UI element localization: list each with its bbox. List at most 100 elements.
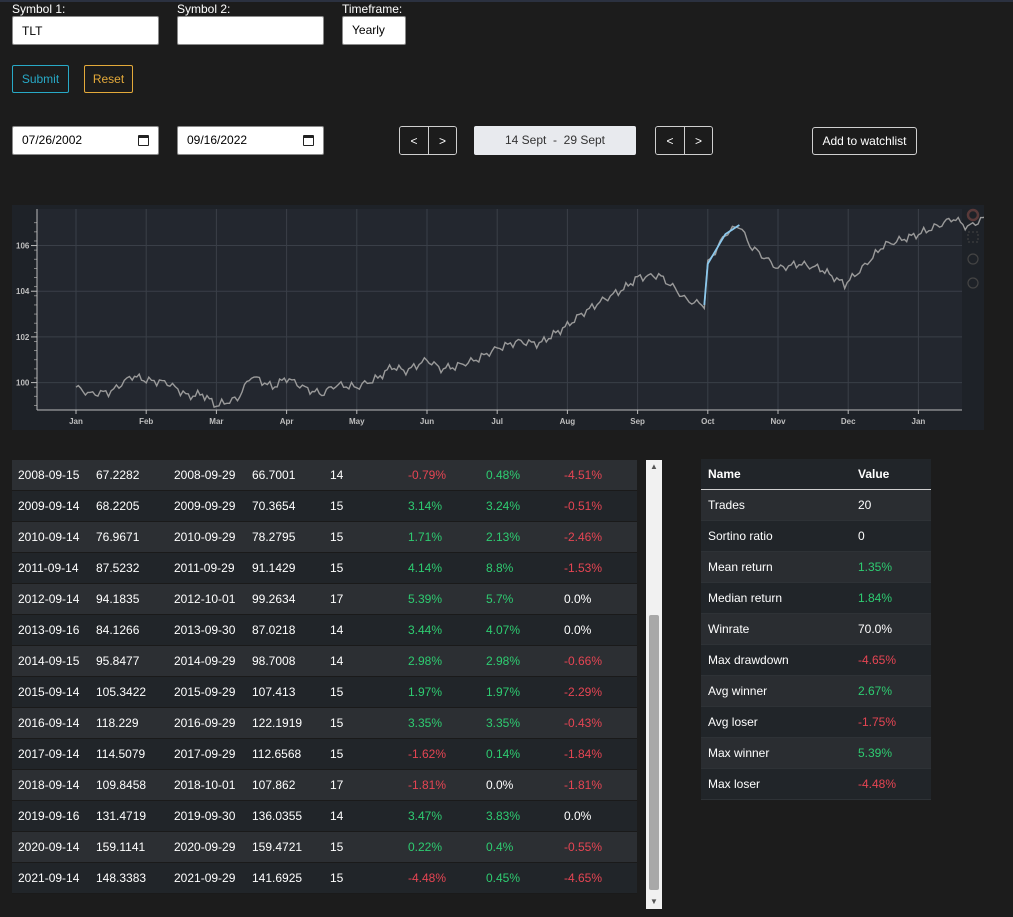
cell-exit-date: 2010-09-29 bbox=[174, 530, 236, 544]
scroll-up-icon[interactable]: ▲ bbox=[650, 462, 658, 471]
cell-max-loss: -4.65% bbox=[564, 871, 603, 885]
stats-header: Name Value bbox=[701, 459, 931, 490]
stat-name: Mean return bbox=[708, 560, 773, 574]
cell-entry-price: 84.1266 bbox=[96, 623, 140, 637]
cell-days: 17 bbox=[330, 778, 344, 792]
stat-name: Winrate bbox=[708, 622, 750, 636]
symbol2-input[interactable] bbox=[177, 16, 324, 45]
table-row: 2012-09-14 94.1835 2012-10-01 99.2634 17 5.39… bbox=[12, 584, 637, 615]
cell-entry-date: 2013-09-16 bbox=[18, 623, 80, 637]
x-tick-label: Jan bbox=[69, 417, 83, 426]
stat-value: 1.35% bbox=[858, 560, 893, 574]
cell-entry-price: 105.3422 bbox=[96, 685, 147, 699]
cell-days: 15 bbox=[330, 871, 344, 885]
cell-days: 15 bbox=[330, 685, 344, 699]
cell-max-loss: 0.0% bbox=[564, 809, 592, 823]
symbol2-label: Symbol 2: bbox=[177, 2, 231, 16]
cell-entry-price: 118.229 bbox=[96, 716, 139, 730]
cell-entry-date: 2012-09-14 bbox=[18, 592, 80, 606]
symbol1-input[interactable] bbox=[12, 16, 159, 45]
table-row: 2019-09-16 131.4719 2019-09-30 136.0355 14 3.… bbox=[12, 801, 637, 832]
cell-days: 15 bbox=[330, 716, 344, 730]
cell-entry-date: 2008-09-15 bbox=[18, 468, 80, 482]
cell-days: 17 bbox=[330, 592, 344, 606]
cell-max-loss: -0.43% bbox=[564, 716, 603, 730]
next-range-button[interactable]: > bbox=[428, 127, 456, 154]
submit-button[interactable]: Submit bbox=[12, 65, 69, 93]
table-row: 2016-09-14 118.229 2016-09-29 122.1919 15 3.3… bbox=[12, 708, 637, 739]
timeframe-label: Timeframe: bbox=[342, 2, 403, 16]
cell-entry-date: 2018-09-14 bbox=[18, 778, 80, 792]
table-scrollbar[interactable]: ▲ ▼ bbox=[646, 460, 662, 909]
x-tick-label: Jan bbox=[912, 417, 926, 426]
cell-return: -1.62% bbox=[408, 747, 447, 761]
prev-period-button[interactable]: < bbox=[656, 127, 684, 154]
range-display: 14 Sept - 29 Sept bbox=[474, 126, 636, 155]
bokeh-logo-icon bbox=[966, 208, 980, 222]
stat-name: Trades bbox=[708, 498, 745, 512]
cell-entry-price: 68.2205 bbox=[96, 499, 140, 513]
stats-row: Winrate 70.0% bbox=[701, 614, 931, 645]
cell-exit-price: 141.6925 bbox=[252, 871, 303, 885]
cell-exit-price: 107.413 bbox=[252, 685, 296, 699]
cell-days: 14 bbox=[330, 623, 344, 637]
next-period-button[interactable]: > bbox=[684, 127, 712, 154]
cell-exit-date: 2013-09-30 bbox=[174, 623, 236, 637]
chart-axes: Jan Feb Mar Apr May Jun Jul Aug Sep Oct Nov Dec Jan 1… bbox=[16, 209, 962, 426]
cell-max-gain: 8.8% bbox=[486, 561, 514, 575]
cell-max-loss: -4.51% bbox=[564, 468, 603, 482]
table-row: 2010-09-14 76.9671 2010-09-29 78.2795 15 1.71… bbox=[12, 522, 637, 553]
stats-table: Name Value Trades 20 Sortino ratio 0 Mean re… bbox=[701, 459, 931, 800]
cell-return: -0.79% bbox=[408, 468, 447, 482]
cell-return: 0.22% bbox=[408, 840, 443, 854]
y-tick-label: 104 bbox=[16, 287, 30, 296]
start-date-input[interactable]: 07/26/2002 bbox=[12, 126, 159, 155]
x-tick-label: May bbox=[349, 417, 365, 426]
cell-exit-price: 70.3654 bbox=[252, 499, 296, 513]
price-chart-svg: Jan Feb Mar Apr May Jun Jul Aug Sep Oct Nov Dec Jan 1… bbox=[12, 205, 989, 430]
cell-entry-price: 67.2282 bbox=[96, 468, 140, 482]
cell-exit-date: 2014-09-29 bbox=[174, 654, 236, 668]
trades-table[interactable]: 2008-09-15 67.2282 2008-09-29 66.7001 14 -0.7… bbox=[12, 460, 637, 908]
cell-max-loss: -0.55% bbox=[564, 840, 603, 854]
cell-entry-price: 87.5232 bbox=[96, 561, 140, 575]
cell-entry-price: 94.1835 bbox=[96, 592, 140, 606]
cell-exit-date: 2015-09-29 bbox=[174, 685, 236, 699]
cell-max-gain: 3.24% bbox=[486, 499, 521, 513]
reset-icon[interactable] bbox=[967, 277, 979, 289]
price-chart[interactable]: Jan Feb Mar Apr May Jun Jul Aug Sep Oct Nov Dec Jan 1… bbox=[12, 205, 989, 430]
timeframe-select[interactable]: Yearly bbox=[342, 16, 406, 45]
stat-value: 20 bbox=[858, 498, 872, 512]
stats-row: Avg winner 2.67% bbox=[701, 676, 931, 707]
cell-max-gain: 0.4% bbox=[486, 840, 514, 854]
reset-button[interactable]: Reset bbox=[84, 65, 133, 93]
prev-range-button[interactable]: < bbox=[400, 127, 428, 154]
stats-row: Max loser -4.48% bbox=[701, 769, 931, 800]
cell-entry-date: 2020-09-14 bbox=[18, 840, 80, 854]
cell-entry-date: 2019-09-16 bbox=[18, 809, 80, 823]
scroll-thumb[interactable] bbox=[649, 615, 659, 890]
table-row: 2011-09-14 87.5232 2011-09-29 91.1429 15 4.14… bbox=[12, 553, 637, 584]
box-zoom-icon[interactable] bbox=[967, 231, 979, 243]
x-tick-label: Apr bbox=[280, 417, 294, 426]
stat-name: Avg loser bbox=[708, 715, 758, 729]
cell-entry-price: 109.8458 bbox=[96, 778, 147, 792]
cell-entry-date: 2015-09-14 bbox=[18, 685, 80, 699]
x-tick-label: Feb bbox=[139, 417, 153, 426]
symbol1-label: Symbol 1: bbox=[12, 2, 66, 16]
cell-max-gain: 3.35% bbox=[486, 716, 521, 730]
price-series-line bbox=[75, 215, 989, 409]
end-date-input[interactable]: 09/16/2022 bbox=[177, 126, 324, 155]
scroll-down-icon[interactable]: ▼ bbox=[650, 897, 658, 906]
calendar-icon[interactable] bbox=[303, 135, 314, 146]
stat-name: Max drawdown bbox=[708, 653, 789, 667]
stats-row: Max drawdown -4.65% bbox=[701, 645, 931, 676]
cell-max-loss: -2.46% bbox=[564, 530, 603, 544]
cell-entry-date: 2010-09-14 bbox=[18, 530, 80, 544]
stat-value: 2.67% bbox=[858, 684, 893, 698]
cell-days: 15 bbox=[330, 840, 344, 854]
cell-max-loss: -0.66% bbox=[564, 654, 603, 668]
wheel-zoom-icon[interactable] bbox=[967, 253, 979, 265]
calendar-icon[interactable] bbox=[138, 135, 149, 146]
add-to-watchlist-button[interactable]: Add to watchlist bbox=[812, 127, 917, 155]
